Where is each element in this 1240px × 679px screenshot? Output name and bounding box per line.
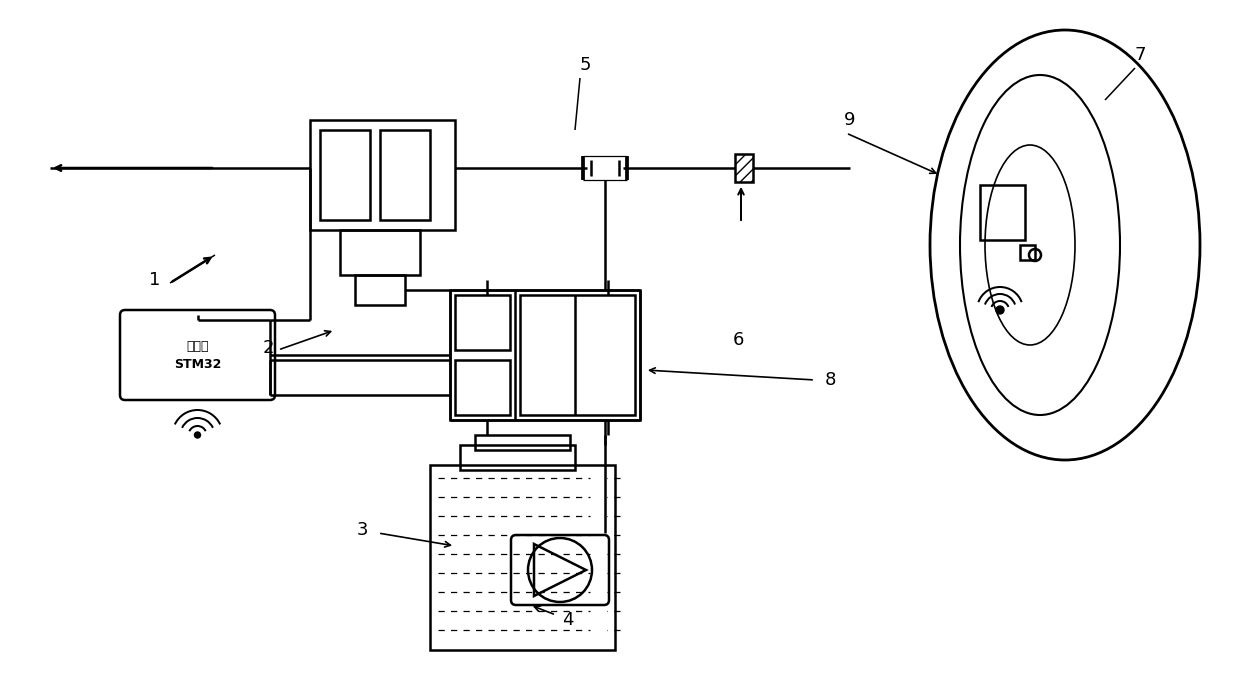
Text: 7: 7 — [1135, 46, 1146, 64]
Text: STM32: STM32 — [174, 359, 221, 371]
Text: 控制器: 控制器 — [186, 340, 208, 354]
Text: 5: 5 — [579, 56, 590, 74]
Text: 1: 1 — [149, 271, 161, 289]
Bar — [460, 445, 575, 470]
Bar — [735, 154, 753, 182]
Bar — [340, 230, 420, 275]
Bar — [520, 295, 635, 415]
Text: 2: 2 — [262, 339, 274, 357]
Circle shape — [996, 306, 1004, 314]
Bar — [379, 130, 430, 220]
Text: 9: 9 — [844, 111, 856, 129]
Bar — [980, 185, 1025, 240]
Text: 4: 4 — [562, 611, 574, 629]
Bar — [355, 275, 405, 305]
Bar — [455, 360, 510, 415]
Text: 3: 3 — [356, 521, 368, 539]
Circle shape — [195, 432, 201, 438]
Text: 8: 8 — [825, 371, 836, 389]
Bar — [430, 465, 615, 650]
Bar — [1021, 245, 1035, 260]
Bar — [455, 295, 510, 350]
FancyBboxPatch shape — [120, 310, 275, 400]
Bar — [320, 130, 370, 220]
Bar — [450, 290, 640, 420]
Bar — [310, 120, 455, 230]
Text: 6: 6 — [733, 331, 744, 349]
Bar — [475, 435, 570, 450]
